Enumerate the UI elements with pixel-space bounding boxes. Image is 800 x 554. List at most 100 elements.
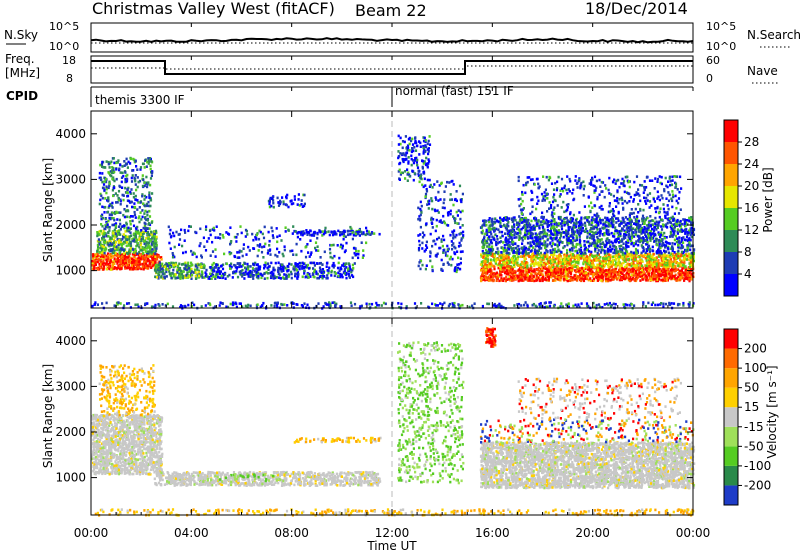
scatter-cell: [678, 278, 681, 282]
scatter-cell: [544, 265, 547, 269]
scatter-cell: [418, 180, 421, 184]
scatter-cell: [401, 171, 404, 175]
scatter-cell: [155, 235, 158, 239]
scatter-cell: [366, 232, 369, 236]
scatter-cell: [106, 210, 110, 214]
scatter-cell: [100, 223, 103, 226]
scatter-cell: [426, 142, 429, 146]
scatter-cell: [319, 256, 322, 259]
scatter-cell: [429, 255, 432, 258]
scatter-cell: [339, 231, 342, 234]
scatter-cell: [329, 255, 332, 259]
scatter-cell: [202, 264, 205, 267]
scatter-cell: [308, 255, 311, 258]
scatter-cell: [326, 261, 329, 265]
scatter-cell: [114, 212, 117, 215]
freq-right-tick-bottom: 0: [706, 72, 713, 85]
scatter-cell: [653, 266, 657, 269]
scatter-cell: [488, 265, 491, 269]
scatter-cell: [249, 265, 252, 268]
scatter-cell: [626, 253, 629, 256]
scatter-cell: [622, 261, 625, 265]
scatter-cell: [148, 209, 151, 213]
scatter-cell: [111, 166, 114, 169]
scatter-cell: [628, 255, 631, 258]
freq-left-tick-bottom: 8: [66, 72, 73, 85]
scatter-cell: [428, 135, 431, 138]
scatter-cell: [454, 197, 457, 201]
scatter-cell: [255, 271, 258, 274]
scatter-cell: [362, 254, 365, 257]
scatter-cell: [587, 272, 590, 275]
scatter-cell: [133, 210, 136, 214]
scatter-cell: [171, 252, 174, 255]
scatter-cell: [131, 205, 134, 209]
scatter-cell: [136, 252, 139, 255]
scatter-cell: [301, 267, 304, 270]
scatter-cell: [333, 264, 336, 267]
scatter-cell: [146, 254, 149, 258]
scatter-cell: [414, 157, 417, 160]
scatter-cell: [337, 271, 340, 275]
scatter-cell: [100, 263, 103, 266]
scatter-cell: [102, 229, 105, 233]
scatter-cell: [276, 255, 279, 258]
scatter-cell: [101, 244, 104, 248]
scatter-cell: [529, 268, 532, 272]
scatter-cell: [608, 273, 611, 277]
scatter-cell: [154, 238, 157, 242]
scatter-cell: [429, 250, 432, 253]
scatter-cell: [148, 248, 151, 251]
scatter-cell: [459, 210, 462, 214]
scatter-cell: [459, 261, 462, 265]
scatter-cell: [348, 269, 351, 273]
scatter-cell: [443, 221, 446, 225]
scatter-cell: [493, 275, 496, 278]
scatter-cell: [103, 251, 106, 255]
scatter-cell: [351, 231, 354, 234]
scatter-cell: [176, 271, 179, 274]
scatter-cell: [417, 169, 420, 173]
scatter-cell: [427, 139, 430, 143]
scatter-cell: [100, 247, 104, 250]
scatter-cell: [257, 275, 260, 278]
scatter-cell: [122, 194, 125, 197]
scatter-cell: [272, 268, 275, 272]
scatter-cell: [146, 253, 149, 256]
scatter-cell: [451, 230, 454, 234]
scatter-cell: [238, 265, 241, 269]
scatter-cell: [214, 236, 217, 239]
scatter-cell: [424, 267, 427, 271]
scatter-cell: [139, 254, 142, 257]
scatter-cell: [174, 263, 177, 267]
scatter-cell: [562, 271, 565, 275]
scatter-cell: [418, 140, 421, 143]
scatter-cell: [348, 268, 352, 271]
scatter-cell: [655, 262, 658, 265]
scatter-cell: [446, 261, 449, 264]
scatter-cell: [183, 276, 187, 279]
scatter-cell: [110, 253, 113, 257]
scatter-cell: [289, 200, 292, 203]
scatter-cell: [261, 245, 264, 249]
scatter-cell: [212, 268, 215, 272]
scatter-cell: [147, 159, 150, 162]
scatter-cell: [422, 150, 425, 154]
scatter-cell: [357, 232, 360, 236]
scatter-cell: [369, 233, 372, 236]
scatter-cell: [134, 230, 137, 233]
scatter-cell: [218, 276, 222, 279]
scatter-cell: [116, 201, 119, 204]
scatter-cell: [439, 219, 442, 222]
scatter-cell: [315, 270, 318, 273]
scatter-cell: [426, 203, 429, 206]
scatter-cell: [162, 272, 165, 276]
scatter-cell: [655, 267, 658, 270]
scatter-cell: [318, 275, 322, 278]
scatter-cell: [221, 272, 225, 276]
scatter-cell: [315, 249, 318, 252]
scatter-cell: [260, 276, 263, 280]
scatter-cell: [129, 192, 132, 195]
scatter-cell: [494, 272, 497, 276]
scatter-cell: [145, 195, 148, 199]
